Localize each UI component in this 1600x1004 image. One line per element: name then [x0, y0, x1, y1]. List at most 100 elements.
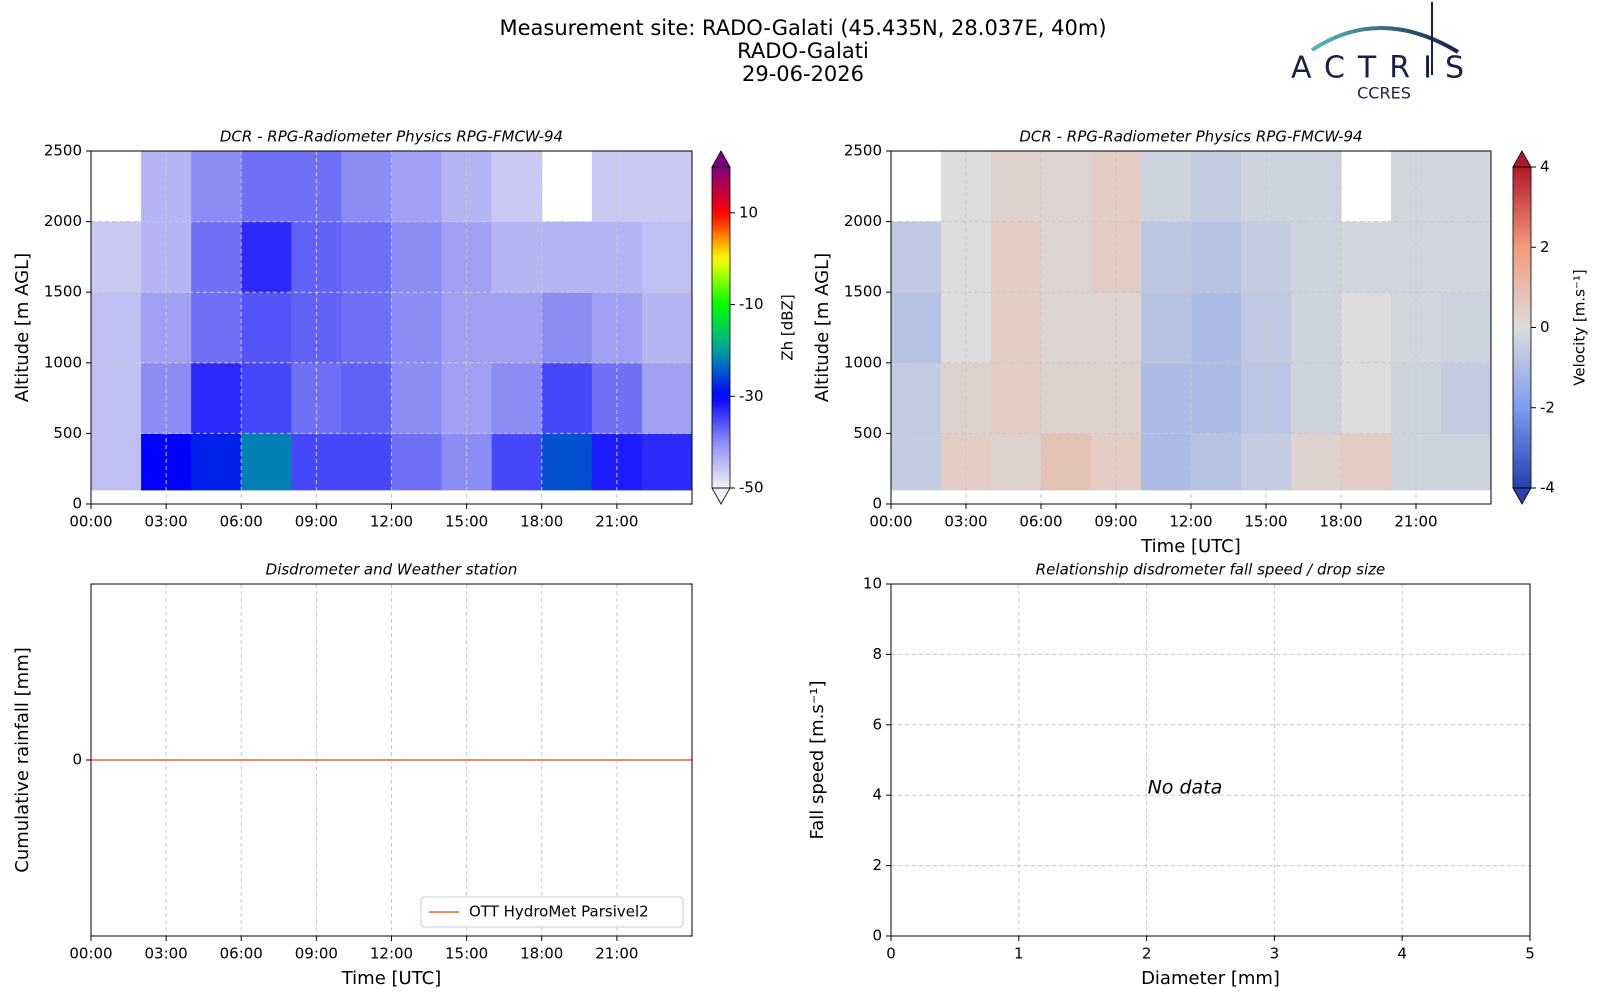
colorbar-ramp	[1513, 167, 1531, 488]
heat-cell	[641, 292, 693, 364]
x-tick-label: 15:00	[1244, 513, 1287, 531]
colorbar-tick-label: -50	[739, 479, 764, 497]
logo-arc	[1310, 26, 1460, 54]
colorbar-tick-label: 0	[1540, 318, 1550, 336]
y-tick-label: 1500	[44, 283, 82, 301]
x-tick-label: 03:00	[145, 945, 188, 963]
heat-cell	[641, 221, 693, 293]
heat-cell	[1291, 151, 1342, 223]
heat-cell	[91, 362, 142, 434]
x-tick-label: 00:00	[869, 513, 912, 531]
heat-cell	[1141, 151, 1192, 223]
heat-cell	[1341, 433, 1392, 491]
plot-frame	[90, 150, 693, 505]
heat-cell	[491, 151, 543, 223]
colorbar-ramp	[712, 167, 730, 488]
x-tick-label: 06:00	[1019, 513, 1062, 531]
y-axis-label: Fall speed [m.s⁻¹]	[807, 681, 828, 840]
y-tick-label: 4	[872, 786, 882, 804]
colorbar-tick-label: -4	[1540, 479, 1555, 497]
x-tick-label: 21:00	[1394, 513, 1437, 531]
x-tick-label: 21:00	[595, 513, 638, 531]
x-tick-label: 06:00	[220, 513, 263, 531]
heat-cell	[191, 151, 242, 223]
y-tick-label: 2000	[44, 212, 82, 230]
heat-cell	[1441, 362, 1492, 434]
heat-cell	[1141, 221, 1192, 293]
y-tick-label: 1000	[844, 353, 882, 371]
x-tick-label: 18:00	[520, 513, 563, 531]
heat-cell	[1041, 292, 1092, 364]
page-title: Measurement site: RADO-Galati (45.435N, …	[499, 16, 1106, 40]
heat-cell	[891, 292, 942, 364]
plot-area	[891, 584, 1530, 936]
x-tick-label: 12:00	[1169, 513, 1212, 531]
legend-box	[420, 896, 684, 928]
heat-cell	[91, 292, 142, 364]
x-tick-label: 2	[1142, 945, 1152, 963]
heat-cell	[1141, 433, 1192, 491]
x-tick-label: 18:00	[1319, 513, 1362, 531]
heat-cell	[541, 362, 593, 434]
y-tick-label: 2	[872, 856, 882, 874]
chart-title: DCR - RPG-Radiometer Physics RPG-FMCW-94	[1019, 128, 1362, 146]
heat-cell	[991, 433, 1042, 491]
heat-cell	[391, 362, 443, 434]
legend-label: OTT HydroMet Parsivel2	[469, 903, 649, 921]
x-tick-label: 21:00	[595, 945, 638, 963]
heat-cell	[91, 433, 142, 491]
heat-cell	[1141, 362, 1192, 434]
heat-cell	[491, 433, 543, 491]
x-tick-label: 1	[1014, 945, 1024, 963]
panel: 00:00 03:00 06:00 09:00 12:00 15:00 18:00 21:00…	[12, 128, 797, 531]
panel: 00:00 03:00 06:00 09:00 12:00 15:00 18:00 21:00…	[12, 561, 693, 989]
heat-cell	[1291, 221, 1342, 293]
heat-cell	[1191, 221, 1242, 293]
site-name: RADO-Galati	[737, 39, 869, 63]
heat-cell	[1041, 151, 1092, 223]
heat-cell	[1341, 221, 1392, 293]
x-tick-label: 06:00	[220, 945, 263, 963]
plot-frame	[890, 583, 1531, 937]
colorbar-label: Zh [dBZ]	[779, 294, 797, 360]
colorbar-frame	[711, 166, 731, 489]
y-tick-label: 2500	[844, 142, 882, 160]
y-axis-label: Altitude [m AGL]	[12, 253, 33, 402]
heat-cell	[191, 292, 242, 364]
x-tick-label: 00:00	[69, 945, 112, 963]
logo-subtitle: CCRES	[1357, 84, 1411, 103]
x-tick-label: 00:00	[69, 513, 112, 531]
plot-frame	[90, 583, 693, 937]
heat-cell	[891, 433, 942, 491]
heat-cell	[641, 433, 693, 491]
heat-cell	[641, 362, 693, 434]
heat-cell	[991, 151, 1042, 223]
heat-cell	[891, 362, 942, 434]
heat-cell	[391, 292, 443, 364]
heat-cell	[241, 151, 292, 223]
x-tick-label: 12:00	[370, 945, 413, 963]
heat-cell	[991, 362, 1042, 434]
y-tick-label: 500	[53, 424, 82, 442]
colorbar-extend	[1512, 487, 1532, 505]
panel: 00:00 03:00 06:00 09:00 12:00 15:00 18:00 21:00…	[812, 128, 1589, 558]
logo: ACTRIS CCRES	[1291, 2, 1464, 103]
x-tick-label: 15:00	[445, 513, 488, 531]
heat-cell	[491, 362, 543, 434]
y-tick-label: 10	[863, 575, 882, 593]
y-tick-label: 8	[872, 645, 882, 663]
colorbar-tick-label: 10	[739, 203, 758, 221]
heat-cell	[1441, 433, 1492, 491]
colorbar: -50 -30 -10 10 Zh [dBZ]	[711, 150, 797, 505]
heat-cell	[1141, 292, 1192, 364]
heat-cell	[1341, 362, 1392, 434]
y-tick-label: 2000	[844, 212, 882, 230]
heat-cell	[1041, 221, 1092, 293]
annotation: No data	[1148, 777, 1223, 799]
heat-cell	[191, 221, 242, 293]
x-tick-label: 15:00	[445, 945, 488, 963]
x-tick-label: 4	[1397, 945, 1407, 963]
heat-cell	[1191, 292, 1242, 364]
heat-cell	[241, 433, 292, 491]
heat-cell	[341, 151, 392, 223]
